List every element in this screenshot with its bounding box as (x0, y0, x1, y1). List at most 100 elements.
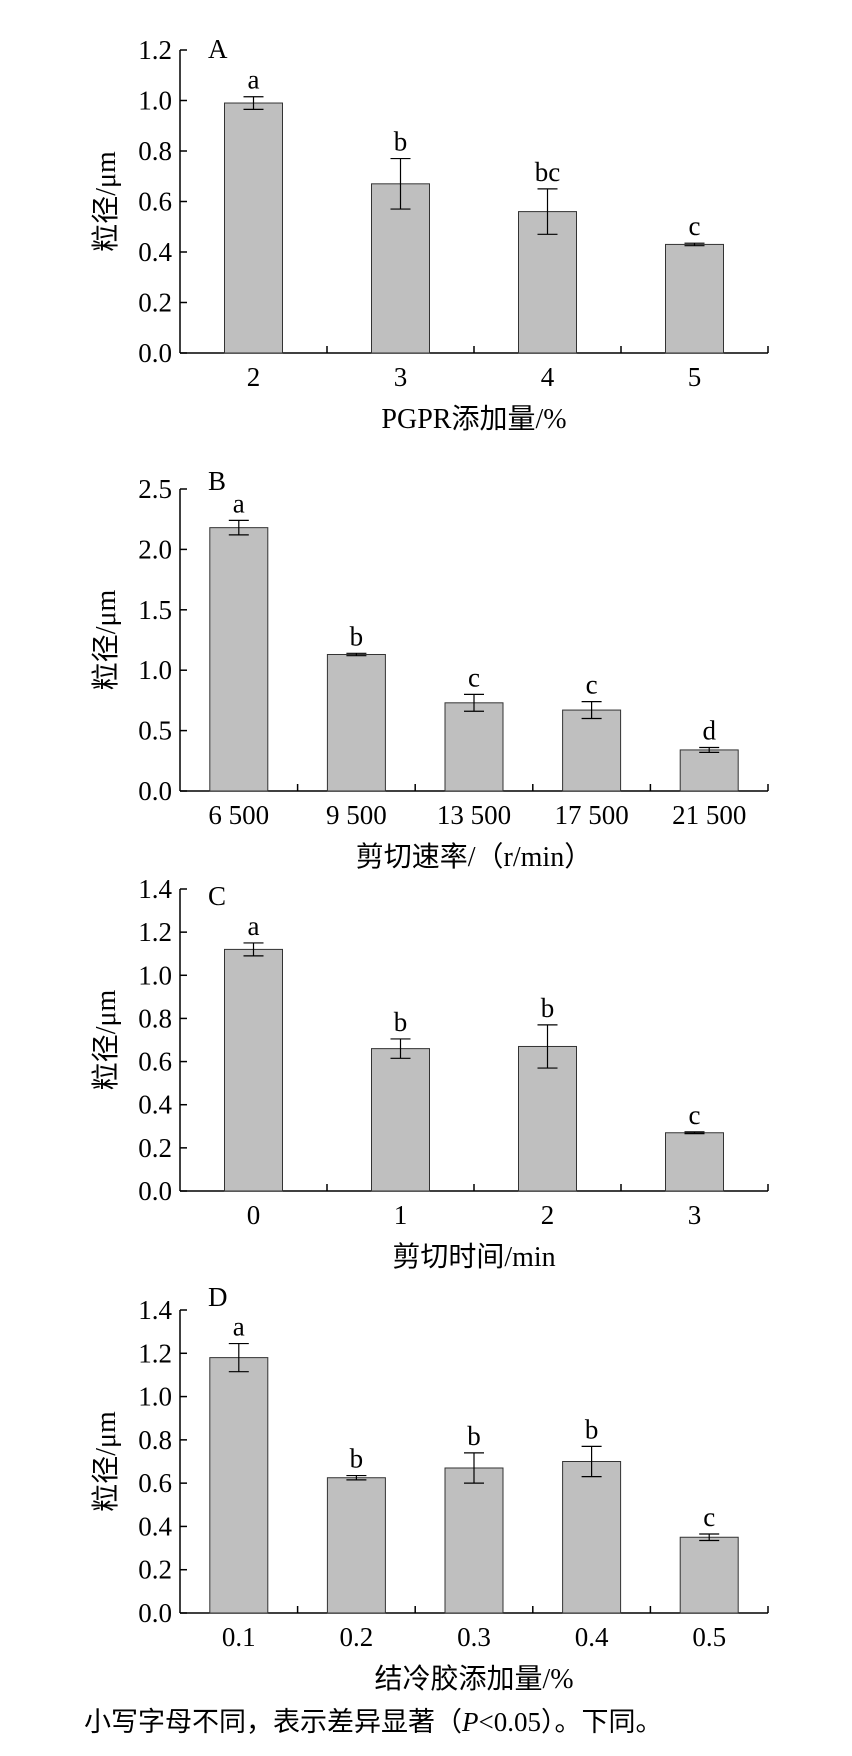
bar (326, 653, 386, 792)
y-tick-label: 1.4 (138, 1295, 172, 1325)
y-tick-label: 1.2 (138, 917, 172, 947)
y-tick-label: 1.0 (138, 960, 172, 990)
y-axis-title: 粒径/μm (90, 589, 122, 690)
y-tick-label: 0.5 (138, 716, 172, 746)
bar (518, 211, 577, 354)
significance-letter: bc (535, 157, 561, 187)
panel-label: C (208, 881, 226, 911)
bar (665, 243, 724, 354)
y-axis-title: 粒径/μm (90, 1411, 122, 1512)
y-axis-title: 粒径/μm (90, 151, 122, 252)
y-tick-label: 0.6 (138, 1468, 172, 1498)
y-tick-label: 0.4 (138, 237, 172, 267)
caption-p-symbol: P (462, 1707, 479, 1737)
x-tick-label: 13 500 (437, 800, 511, 830)
x-axis-title: 结冷胶添加量/% (374, 1663, 573, 1695)
bar (562, 709, 622, 792)
y-tick-label: 0.2 (138, 1133, 172, 1163)
caption-rest: <0.05）。下同。 (478, 1707, 663, 1737)
y-tick-label: 0.0 (138, 338, 172, 368)
panel-label: A (208, 34, 228, 64)
y-tick-label: 0.0 (138, 776, 172, 806)
bar (679, 1536, 739, 1614)
bar (444, 1467, 504, 1614)
bar (371, 1048, 430, 1192)
bar (224, 102, 283, 354)
y-tick-label: 0.8 (138, 1003, 172, 1033)
significance-letter: b (350, 621, 364, 651)
figure-caption: 小写字母不同，表示差异显著（P<0.05）。下同。 (84, 1700, 662, 1739)
y-tick-label: 0.8 (138, 136, 172, 166)
bar (444, 702, 504, 792)
bar (665, 1132, 724, 1192)
x-tick-label: 3 (688, 1200, 702, 1230)
x-tick-label: 0.5 (692, 1622, 726, 1652)
significance-letter: b (541, 993, 555, 1023)
significance-letter: c (689, 211, 701, 241)
x-axis-title: PGPR添加量/% (381, 404, 566, 435)
y-tick-label: 0.2 (138, 1555, 172, 1585)
y-tick-label: 0.2 (138, 288, 172, 318)
significance-letter: a (248, 911, 260, 941)
bar (209, 1357, 269, 1614)
bar (209, 527, 269, 792)
significance-letter: a (233, 1312, 245, 1342)
significance-letter: b (585, 1414, 599, 1444)
bar (679, 749, 739, 792)
y-tick-label: 1.2 (138, 1338, 172, 1368)
significance-letter: b (350, 1444, 364, 1474)
caption-main: 小写字母不同，表示差异显著（ (84, 1707, 462, 1737)
x-tick-label: 0.1 (222, 1622, 256, 1652)
bar (371, 183, 430, 354)
significance-letter: c (586, 670, 598, 700)
x-axis-title: 剪切时间/min (392, 1241, 555, 1273)
bar (326, 1477, 386, 1614)
x-tick-label: 3 (394, 362, 408, 392)
x-tick-label: 6 500 (208, 800, 269, 830)
bar (224, 948, 283, 1192)
y-tick-label: 0.4 (138, 1090, 172, 1120)
bar (562, 1461, 622, 1614)
x-tick-label: 5 (688, 362, 702, 392)
y-tick-label: 1.0 (138, 86, 172, 116)
x-tick-label: 0.2 (340, 1622, 374, 1652)
significance-letter: a (233, 488, 245, 518)
x-tick-label: 0.3 (457, 1622, 491, 1652)
x-tick-label: 17 500 (554, 800, 628, 830)
y-tick-label: 0.4 (138, 1511, 172, 1541)
significance-letter: b (394, 127, 408, 157)
x-tick-label: 0.4 (575, 1622, 609, 1652)
x-tick-label: 0 (247, 1200, 261, 1230)
x-axis-title: 剪切速率/（r/min） (356, 841, 592, 873)
x-tick-label: 9 500 (326, 800, 387, 830)
y-tick-label: 0.8 (138, 1425, 172, 1455)
significance-letter: c (689, 1100, 701, 1130)
y-tick-label: 1.2 (138, 35, 172, 65)
panel-label: D (208, 1282, 228, 1312)
significance-letter: c (703, 1502, 715, 1532)
significance-letter: c (468, 662, 480, 692)
x-tick-label: 1 (394, 1200, 408, 1230)
y-tick-label: 1.0 (138, 655, 172, 685)
significance-letter: b (467, 1421, 481, 1451)
significance-letter: a (248, 65, 260, 95)
y-tick-label: 0.6 (138, 187, 172, 217)
significance-letter: b (394, 1007, 408, 1037)
y-tick-label: 1.4 (138, 874, 172, 904)
y-tick-label: 0.0 (138, 1598, 172, 1628)
x-tick-label: 4 (541, 362, 555, 392)
y-tick-label: 1.0 (138, 1382, 172, 1412)
x-tick-label: 2 (247, 362, 261, 392)
y-tick-label: 0.6 (138, 1047, 172, 1077)
x-tick-label: 2 (541, 1200, 555, 1230)
y-tick-label: 1.5 (138, 595, 172, 625)
x-tick-label: 21 500 (672, 800, 746, 830)
y-tick-label: 2.5 (138, 474, 172, 504)
panel-label: B (208, 466, 226, 496)
bar (518, 1045, 577, 1192)
significance-letter: d (702, 716, 716, 746)
y-tick-label: 2.0 (138, 534, 172, 564)
y-axis-title: 粒径/μm (90, 989, 122, 1090)
y-tick-label: 0.0 (138, 1176, 172, 1206)
